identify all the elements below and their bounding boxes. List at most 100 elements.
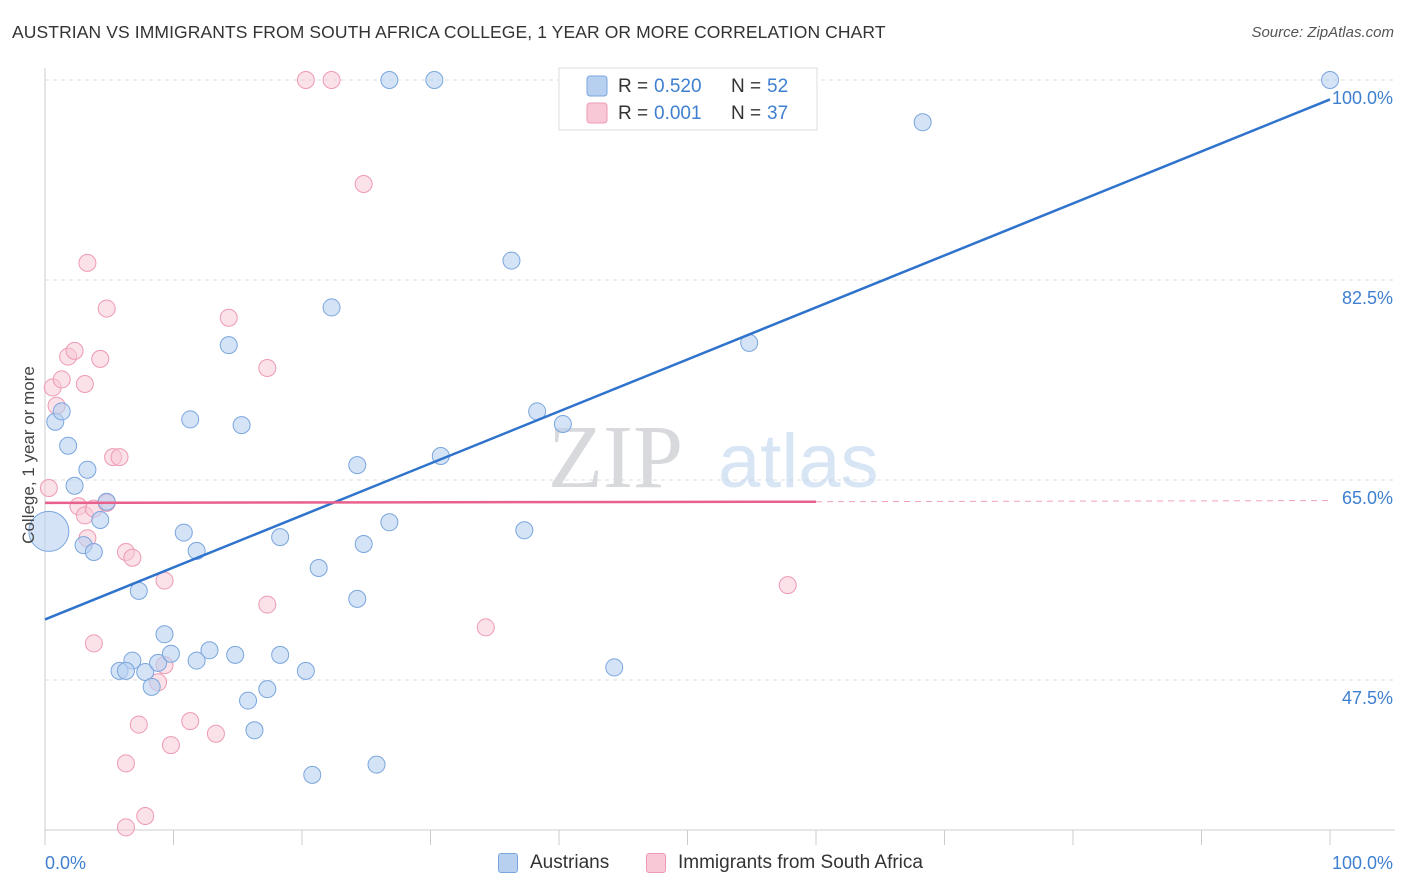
point-immigrants-0 bbox=[39, 479, 58, 497]
point-austrians-35 bbox=[322, 298, 341, 317]
point-austrians-2 bbox=[52, 402, 71, 421]
source-label: Source: ZipAtlas.com bbox=[1251, 24, 1394, 41]
point-austrians-14 bbox=[136, 663, 155, 681]
point-immigrants-30 bbox=[219, 308, 238, 327]
point-austrians-41 bbox=[425, 71, 444, 89]
point-immigrants-33 bbox=[322, 71, 341, 89]
point-austrians-16 bbox=[149, 653, 168, 672]
point-immigrants-9 bbox=[84, 634, 103, 653]
bottom-legend-label-austrians: Austrians bbox=[530, 852, 610, 873]
point-immigrants-21 bbox=[116, 754, 135, 773]
point-austrians-19 bbox=[174, 523, 193, 542]
point-immigrants-34 bbox=[296, 71, 315, 89]
point-immigrants-31 bbox=[258, 595, 277, 614]
legend-n-label-1: N = bbox=[731, 76, 761, 97]
point-austrians-37 bbox=[348, 589, 367, 608]
point-immigrants-19 bbox=[123, 548, 142, 567]
point-immigrants-22 bbox=[116, 818, 135, 837]
point-austrians-27 bbox=[239, 691, 258, 710]
point-austrians-25 bbox=[232, 416, 251, 435]
legend: R = 0.520 N = 52 R = 0.001 N = 37 bbox=[558, 67, 818, 131]
point-austrians-51 bbox=[1321, 71, 1339, 89]
chart-title: AUSTRIAN VS IMMIGRANTS FROM SOUTH AFRICA… bbox=[12, 22, 886, 42]
point-austrians-20 bbox=[187, 651, 206, 670]
point-austrians-42 bbox=[380, 513, 399, 532]
point-austrians-26 bbox=[226, 645, 245, 664]
watermark: ZIP atlas bbox=[548, 408, 879, 507]
point-immigrants-32 bbox=[258, 359, 277, 377]
point-immigrants-20 bbox=[129, 715, 148, 734]
point-immigrants-3 bbox=[52, 370, 71, 389]
point-immigrants-11 bbox=[78, 253, 97, 272]
point-immigrants-23 bbox=[136, 807, 155, 825]
point-austrians-8 bbox=[84, 543, 103, 561]
point-austrians-30 bbox=[271, 645, 290, 664]
x-tick-label-0: 0.0% bbox=[45, 853, 86, 873]
bottom-legend-label-immigrants: Immigrants from South Africa bbox=[678, 852, 923, 873]
y-tick-label-1: 65.0% bbox=[1342, 488, 1393, 508]
point-austrians-3 bbox=[59, 436, 78, 455]
trend-line-immigrants bbox=[44, 500, 817, 505]
point-austrians-39 bbox=[367, 755, 386, 774]
point-austrians-34 bbox=[309, 559, 328, 577]
point-austrians-38 bbox=[354, 535, 373, 553]
point-austrians-4 bbox=[65, 476, 84, 495]
point-immigrants-28 bbox=[181, 712, 200, 731]
bottom-legend: Austrians Immigrants from South Africa bbox=[0, 848, 1406, 880]
grid-lines bbox=[45, 79, 1395, 681]
legend-n-value-1: 52 bbox=[767, 76, 788, 97]
point-immigrants-17 bbox=[110, 448, 129, 467]
point-austrians-0 bbox=[28, 510, 70, 552]
point-austrians-33 bbox=[303, 765, 322, 784]
point-austrians-32 bbox=[296, 661, 315, 680]
point-austrians-5 bbox=[78, 460, 97, 479]
point-austrians-22 bbox=[181, 410, 200, 429]
point-immigrants-29 bbox=[206, 724, 225, 743]
y-tick-label-0: 47.5% bbox=[1342, 688, 1393, 708]
point-austrians-13 bbox=[116, 661, 135, 680]
legend-n-value-2: 37 bbox=[767, 103, 788, 124]
y-tick-label-3: 100.0% bbox=[1332, 88, 1393, 108]
point-austrians-15 bbox=[142, 677, 161, 696]
y-axis-label: College, 1 year or more bbox=[19, 366, 38, 544]
watermark-atlas: atlas bbox=[718, 419, 879, 504]
series-austrians-points bbox=[28, 71, 1339, 784]
axes bbox=[44, 68, 1395, 845]
point-austrians-48 bbox=[605, 658, 624, 677]
legend-r-value-2: 0.001 bbox=[654, 103, 702, 124]
bottom-legend-austrians: Austrians bbox=[498, 852, 609, 874]
point-immigrants-5 bbox=[65, 341, 84, 360]
y-tick-label-2: 82.5% bbox=[1342, 288, 1393, 308]
point-austrians-29 bbox=[258, 680, 277, 699]
point-austrians-21 bbox=[200, 641, 219, 660]
legend-n-label-2: N = bbox=[731, 103, 761, 124]
x-tick-label-1: 100.0% bbox=[1332, 853, 1393, 873]
point-austrians-44 bbox=[502, 251, 521, 270]
point-austrians-18 bbox=[161, 644, 180, 663]
trend-line-immigrants-extension bbox=[815, 500, 1331, 503]
legend-r-label-2: R = bbox=[618, 103, 648, 124]
point-austrians-50 bbox=[913, 113, 932, 132]
point-austrians-47 bbox=[553, 415, 572, 433]
point-immigrants-10 bbox=[75, 375, 94, 393]
point-austrians-45 bbox=[515, 521, 534, 540]
point-austrians-24 bbox=[219, 336, 238, 355]
point-austrians-17 bbox=[155, 625, 174, 644]
point-immigrants-36 bbox=[476, 618, 495, 637]
bottom-legend-swatch-immigrants bbox=[646, 853, 666, 873]
point-immigrants-35 bbox=[354, 175, 373, 193]
legend-r-value-1: 0.520 bbox=[654, 76, 702, 97]
point-austrians-28 bbox=[245, 721, 264, 740]
point-immigrants-37 bbox=[778, 576, 797, 595]
trend-line-austrians bbox=[44, 98, 1331, 621]
bottom-legend-immigrants: Immigrants from South Africa bbox=[646, 852, 923, 874]
point-austrians-31 bbox=[271, 528, 290, 547]
point-immigrants-13 bbox=[97, 299, 116, 318]
tick-labels: 47.5% 65.0% 82.5% 100.0% 0.0% 100.0% bbox=[45, 88, 1393, 873]
point-immigrants-27 bbox=[161, 736, 180, 755]
legend-r-label-1: R = bbox=[618, 76, 648, 97]
point-austrians-36 bbox=[348, 456, 367, 475]
point-austrians-9 bbox=[91, 511, 110, 529]
point-immigrants-12 bbox=[91, 349, 110, 368]
